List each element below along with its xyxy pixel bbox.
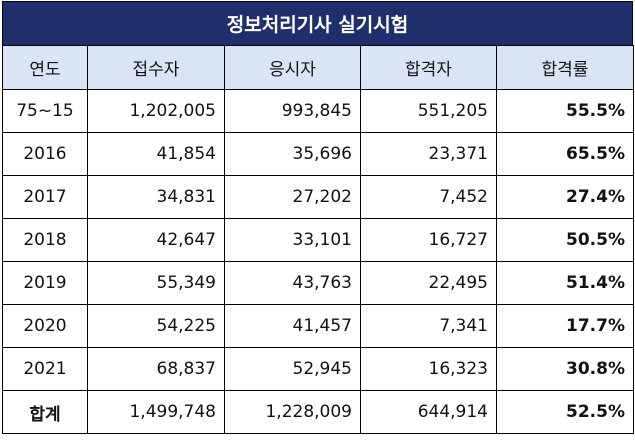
cell-examinees: 993,845	[224, 89, 361, 133]
cell-year: 75~15	[2, 89, 88, 133]
header-year: 연도	[2, 45, 88, 90]
header-passers: 합격자	[360, 45, 497, 90]
cell-examinees: 43,763	[224, 261, 361, 305]
cell-pass-rate: 27.4%	[496, 175, 634, 219]
cell-total-pass-rate: 52.5%	[496, 390, 634, 434]
cell-applicants: 55,349	[87, 261, 225, 305]
table-title: 정보처리기사 실기시험	[2, 1, 633, 45]
cell-passers: 7,452	[360, 175, 497, 219]
header-applicants: 접수자	[87, 45, 225, 90]
header-row: 연도 접수자 응시자 합격자 합격률	[2, 45, 634, 90]
cell-year: 2019	[2, 261, 88, 305]
cell-examinees: 41,457	[224, 304, 361, 348]
cell-passers: 23,371	[360, 132, 497, 176]
total-row: 합계 1,499,748 1,228,009 644,914 52.5%	[2, 390, 634, 434]
stats-table: 연도 접수자 응시자 합격자 합격률 75~15 1,202,005 993,8…	[2, 45, 634, 434]
table-row: 2017 34,831 27,202 7,452 27.4%	[2, 175, 634, 219]
exam-stats-table: 정보처리기사 실기시험 연도 접수자 응시자 합격자 합격률 75~15 1,2…	[2, 1, 634, 434]
cell-applicants: 42,647	[87, 218, 225, 262]
table-row: 2016 41,854 35,696 23,371 65.5%	[2, 132, 634, 176]
cell-examinees: 52,945	[224, 347, 361, 391]
cell-passers: 7,341	[360, 304, 497, 348]
header-pass-rate: 합격률	[496, 45, 634, 90]
cell-examinees: 35,696	[224, 132, 361, 176]
cell-examinees: 27,202	[224, 175, 361, 219]
table-row: 2021 68,837 52,945 16,323 30.8%	[2, 347, 634, 391]
cell-passers: 551,205	[360, 89, 497, 133]
table-row: 2019 55,349 43,763 22,495 51.4%	[2, 261, 634, 305]
cell-year: 2017	[2, 175, 88, 219]
cell-year: 2020	[2, 304, 88, 348]
cell-total-label: 합계	[2, 390, 88, 434]
table-row: 75~15 1,202,005 993,845 551,205 55.5%	[2, 89, 634, 133]
cell-applicants: 1,202,005	[87, 89, 225, 133]
cell-applicants: 68,837	[87, 347, 225, 391]
cell-pass-rate: 65.5%	[496, 132, 634, 176]
cell-year: 2021	[2, 347, 88, 391]
cell-passers: 22,495	[360, 261, 497, 305]
table-row: 2018 42,647 33,101 16,727 50.5%	[2, 218, 634, 262]
table-row: 2020 54,225 41,457 7,341 17.7%	[2, 304, 634, 348]
cell-year: 2018	[2, 218, 88, 262]
cell-pass-rate: 50.5%	[496, 218, 634, 262]
cell-pass-rate: 17.7%	[496, 304, 634, 348]
cell-passers: 16,323	[360, 347, 497, 391]
header-examinees: 응시자	[224, 45, 361, 90]
cell-total-examinees: 1,228,009	[224, 390, 361, 434]
cell-passers: 16,727	[360, 218, 497, 262]
cell-applicants: 41,854	[87, 132, 225, 176]
cell-pass-rate: 30.8%	[496, 347, 634, 391]
cell-pass-rate: 51.4%	[496, 261, 634, 305]
cell-applicants: 54,225	[87, 304, 225, 348]
cell-pass-rate: 55.5%	[496, 89, 634, 133]
cell-applicants: 34,831	[87, 175, 225, 219]
cell-total-applicants: 1,499,748	[87, 390, 225, 434]
cell-year: 2016	[2, 132, 88, 176]
cell-examinees: 33,101	[224, 218, 361, 262]
cell-total-passers: 644,914	[360, 390, 497, 434]
